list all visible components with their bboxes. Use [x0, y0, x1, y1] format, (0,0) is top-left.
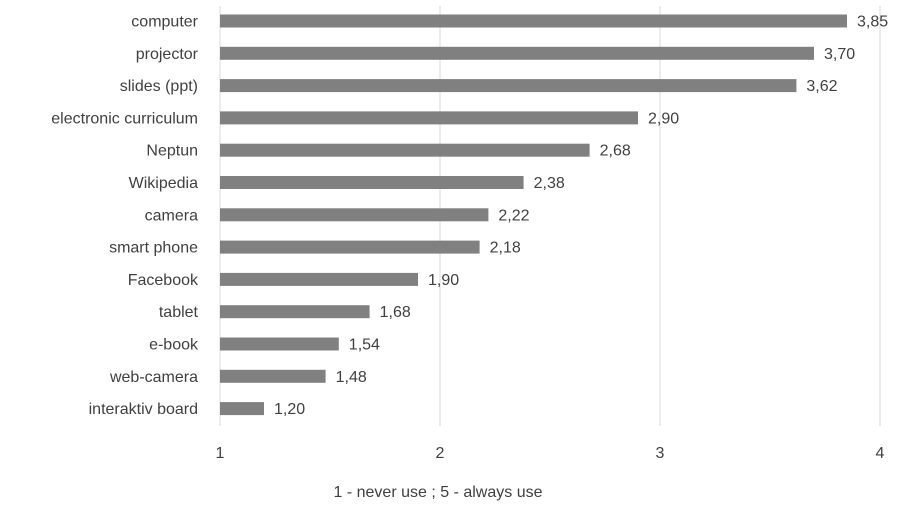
data-label: 2,38	[534, 175, 565, 192]
category-label: computer	[131, 14, 198, 31]
category-label: Facebook	[128, 272, 199, 289]
bar	[220, 143, 590, 157]
x-tick-labels: 1 2 3 4	[216, 445, 885, 462]
category-label: projector	[136, 46, 199, 63]
category-label: tablet	[159, 304, 199, 321]
category-labels: computer projector slides (ppt) electronic …	[51, 14, 199, 419]
bar	[220, 272, 418, 286]
category-label: electronic curriculum	[51, 110, 198, 127]
data-label: 1,20	[274, 401, 305, 418]
data-label: 2,68	[600, 143, 631, 160]
bars	[220, 14, 847, 416]
bar	[220, 305, 370, 319]
data-label: 2,22	[498, 207, 529, 224]
category-label: interaktiv board	[89, 401, 198, 418]
bar	[220, 14, 847, 28]
data-label: 1,90	[428, 272, 459, 289]
bar	[220, 402, 264, 416]
bar	[220, 176, 524, 189]
category-label: camera	[145, 207, 198, 224]
data-label: 2,18	[490, 240, 521, 257]
value-labels: 3,853,70 3,62 2,90 2,68 2,38 2,22 2,18 1,90 1,68…	[274, 14, 888, 419]
category-label: web-camera	[109, 369, 198, 386]
bar	[220, 208, 489, 222]
category-label: Neptun	[146, 143, 198, 160]
bar	[220, 46, 814, 60]
x-tick-label: 3	[656, 445, 665, 462]
data-label: 3,62	[806, 78, 837, 95]
bar	[220, 111, 638, 125]
data-label: 1,48	[336, 369, 367, 386]
bar	[220, 337, 339, 351]
category-label: Wikipedia	[129, 175, 198, 192]
category-label: smart phone	[109, 240, 198, 257]
bar	[220, 79, 797, 93]
category-label: e-book	[149, 337, 199, 354]
data-label: 1,54	[349, 337, 380, 354]
data-label: 2,90	[648, 110, 679, 127]
category-label: slides (ppt)	[120, 78, 198, 95]
bar	[220, 369, 326, 383]
x-axis-title: 1 - never use ; 5 - always use	[334, 484, 543, 501]
data-label: 3,85	[857, 14, 888, 31]
data-label: 1,68	[380, 304, 411, 321]
x-tick-label: 2	[436, 445, 445, 462]
bar	[220, 240, 480, 254]
data-label: 3,70	[824, 46, 855, 63]
x-tick-label: 4	[876, 445, 885, 462]
x-tick-label: 1	[216, 445, 225, 462]
